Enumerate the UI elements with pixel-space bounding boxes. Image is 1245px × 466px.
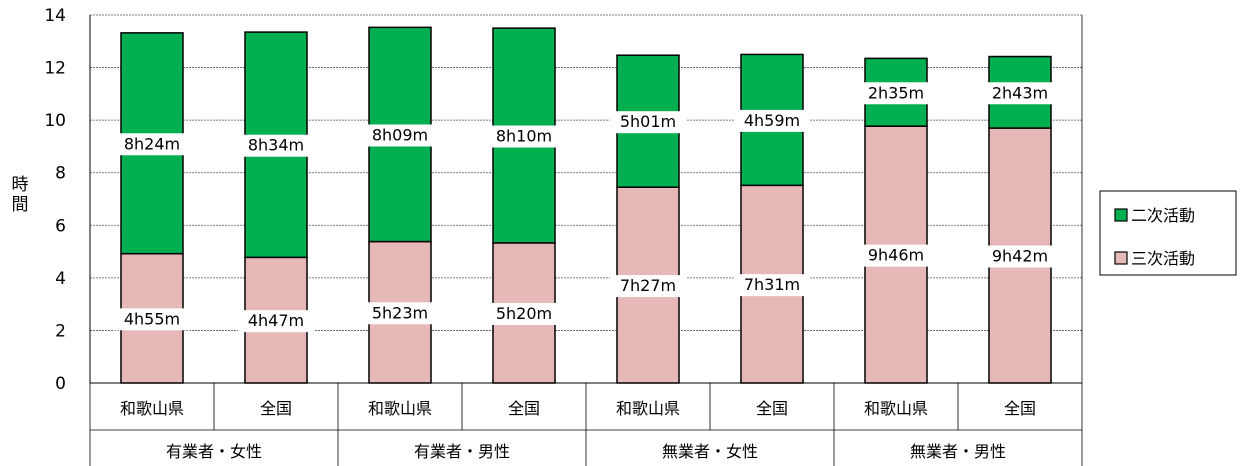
y-axis-label: 時間 <box>12 175 29 215</box>
data-label: 5h01m <box>620 112 676 131</box>
legend-label: 三次活動 <box>1131 249 1195 268</box>
data-labels: 4h55m 8h24m 4h47m 8h34m 5h23m 8h09m 5h20m 8h10m… <box>114 82 1058 333</box>
data-label-bg <box>734 274 810 297</box>
y-tick-label: 4 <box>55 269 66 289</box>
legend-swatch <box>1114 208 1128 222</box>
x-category-label: 和歌山県 <box>864 399 928 418</box>
data-label-bg <box>114 133 190 156</box>
x-category-label: 和歌山県 <box>120 399 184 418</box>
axes <box>89 15 1083 466</box>
data-label: 8h09m <box>372 125 428 144</box>
legend-swatch <box>1114 251 1128 265</box>
data-label-bg <box>982 245 1058 268</box>
data-label-bg <box>610 275 686 298</box>
y-tick-label: 8 <box>55 164 66 184</box>
data-label-bg <box>362 124 438 147</box>
y-axis-title: 時間 <box>12 175 29 215</box>
x-category-label: 全国 <box>260 399 292 418</box>
data-label-bg <box>362 302 438 325</box>
y-tick-label: 6 <box>55 216 66 236</box>
y-tick-label: 12 <box>44 59 66 79</box>
data-label: 2h43m <box>992 83 1048 102</box>
data-label-bg <box>734 109 810 132</box>
x-category-label: 和歌山県 <box>616 399 680 418</box>
x-category-label: 和歌山県 <box>368 399 432 418</box>
x-category-label: 全国 <box>508 399 540 418</box>
data-label-bg <box>486 125 562 148</box>
y-tick-label: 14 <box>44 6 66 26</box>
x-group-label: 無業者・女性 <box>662 442 758 461</box>
data-label: 7h27m <box>620 276 676 295</box>
data-label-bg <box>114 308 190 331</box>
x-group-label: 有業者・男性 <box>414 442 510 461</box>
data-label-bg <box>238 134 314 157</box>
data-label: 5h23m <box>372 303 428 322</box>
data-label: 8h34m <box>248 136 304 155</box>
data-label: 7h31m <box>744 275 800 294</box>
data-label: 9h46m <box>868 246 924 265</box>
data-label-bg <box>238 310 314 333</box>
data-label-bg <box>610 111 686 134</box>
data-label: 5h20m <box>496 304 552 323</box>
data-label: 4h59m <box>744 111 800 130</box>
y-axis-ticks: 0 2 4 6 8 10 12 14 <box>44 6 66 394</box>
data-label: 4h55m <box>124 309 180 328</box>
gridlines <box>90 14 1082 331</box>
y-tick-label: 2 <box>55 321 66 341</box>
x-group-label: 有業者・女性 <box>166 442 262 461</box>
data-label: 9h42m <box>992 247 1048 266</box>
y-tick-label: 0 <box>55 374 66 394</box>
x-category-label: 全国 <box>1004 399 1036 418</box>
data-label: 2h35m <box>868 83 924 102</box>
data-label-bg <box>486 302 562 325</box>
data-label: 8h10m <box>496 127 552 146</box>
data-label-bg <box>982 82 1058 105</box>
data-label: 4h47m <box>248 311 304 330</box>
data-label: 8h24m <box>124 134 180 153</box>
legend-label: 二次活動 <box>1131 206 1195 225</box>
data-label-bg <box>858 82 934 105</box>
y-tick-label: 10 <box>44 111 66 131</box>
data-label-bg <box>858 244 934 267</box>
x-group-label: 無業者・男性 <box>910 442 1006 461</box>
x-category-label: 全国 <box>756 399 788 418</box>
